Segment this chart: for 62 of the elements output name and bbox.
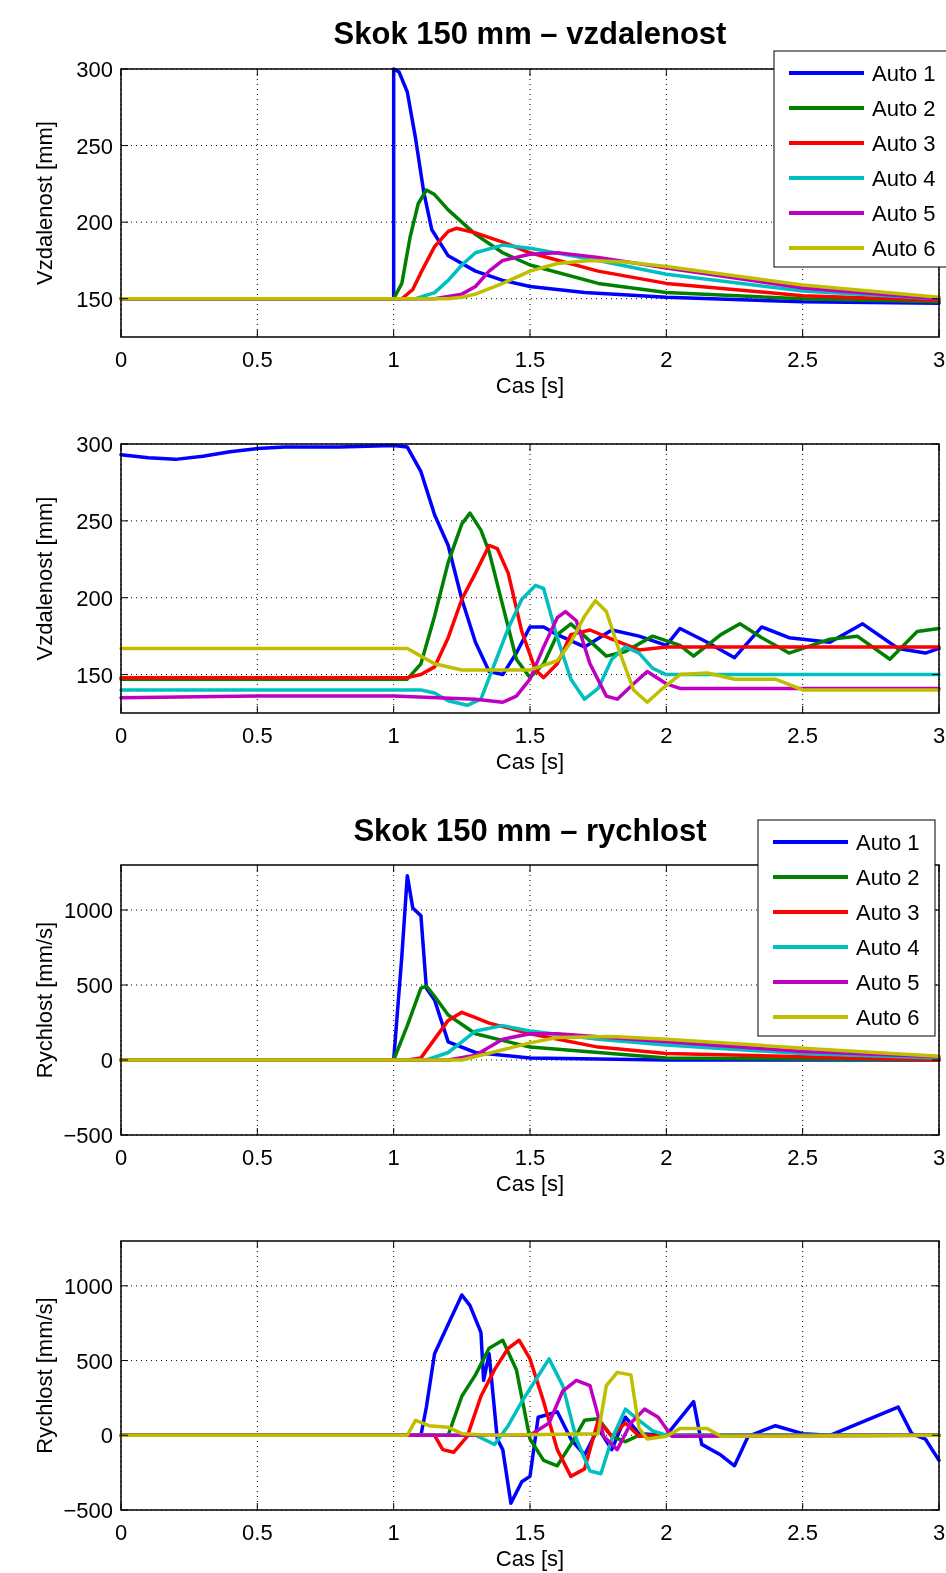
x-tick-label: 1: [387, 1520, 400, 1545]
legend-label: Auto 6: [856, 1005, 920, 1030]
x-tick-label: 0.5: [242, 1145, 273, 1170]
legend-label: Auto 1: [856, 830, 920, 855]
legend-label: Auto 5: [872, 201, 936, 226]
y-axis-title: Vzdalenost [mm]: [32, 121, 57, 285]
x-axis-title: Cas [s]: [495, 1546, 565, 1571]
legend-label: Auto 2: [856, 865, 920, 890]
x-tick-label: 1: [387, 347, 400, 372]
legend-label: Auto 4: [872, 166, 936, 191]
y-tick-label: 500: [76, 1348, 113, 1374]
x-tick-label: 3: [932, 347, 946, 372]
legend-label: Auto 3: [872, 131, 936, 156]
chart-title: Skok 150 mm – rychlost: [353, 813, 707, 848]
x-tick-label: 2.5: [787, 1520, 818, 1545]
y-tick-label: 150: [76, 662, 113, 688]
x-tick-label: 0.5: [242, 347, 273, 372]
x-tick-label: 1.5: [514, 1145, 546, 1170]
y-axis-title: Rychlost [mm/s]: [32, 1297, 57, 1454]
y-tick-label: 300: [76, 57, 113, 82]
x-tick-label: 1.5: [514, 347, 546, 372]
y-axis-title: Rychlost [mm/s]: [32, 921, 57, 1079]
x-tick-label: 0.5: [242, 1520, 273, 1545]
legend-label: Auto 1: [872, 61, 936, 86]
y-tick-label: 500: [76, 973, 113, 998]
y-tick-label: 1000: [64, 898, 113, 923]
y-tick-label: 0: [100, 1423, 113, 1449]
x-axis-title: Cas [s]: [495, 1171, 565, 1196]
x-tick-label: 2.5: [787, 723, 818, 748]
x-tick-label: 1.5: [514, 723, 546, 748]
x-tick-label: 3: [932, 1520, 946, 1545]
y-tick-label: 200: [76, 210, 113, 236]
x-axis-title: Cas [s]: [495, 373, 565, 398]
y-tick-label: 250: [76, 508, 113, 534]
legend-label: Auto 4: [856, 935, 920, 960]
legend-label: Auto 5: [856, 970, 920, 995]
x-tick-label: 2: [660, 723, 673, 748]
x-tick-label: 2: [660, 1520, 673, 1545]
chart-title: Skok 150 mm – vzdalenost: [333, 16, 727, 51]
x-tick-label: 3: [932, 723, 946, 748]
x-tick-label: 2.5: [787, 347, 818, 372]
y-tick-label: −500: [63, 1498, 113, 1523]
y-tick-label: 150: [76, 286, 113, 312]
x-tick-label: 0.5: [242, 723, 273, 748]
legend-label: Auto 6: [872, 236, 936, 261]
y-axis-title: Vzdalenost [mm]: [32, 496, 57, 661]
x-tick-label: 1: [387, 723, 400, 748]
y-tick-label: 1000: [64, 1273, 113, 1299]
y-tick-label: −500: [63, 1123, 113, 1148]
y-tick-label: 300: [76, 432, 113, 457]
x-axis-title: Cas [s]: [495, 749, 565, 774]
legend-label: Auto 2: [872, 96, 936, 121]
x-tick-label: 1.5: [514, 1520, 546, 1545]
legend-label: Auto 3: [856, 900, 920, 925]
x-tick-label: 1: [387, 1145, 400, 1170]
x-tick-label: 2: [660, 347, 673, 372]
y-tick-label: 250: [76, 133, 113, 159]
x-tick-label: 3: [932, 1145, 946, 1170]
y-tick-label: 0: [100, 1048, 113, 1073]
y-tick-label: 200: [76, 585, 113, 611]
x-tick-label: 2.5: [787, 1145, 818, 1170]
x-tick-label: 2: [660, 1145, 673, 1170]
